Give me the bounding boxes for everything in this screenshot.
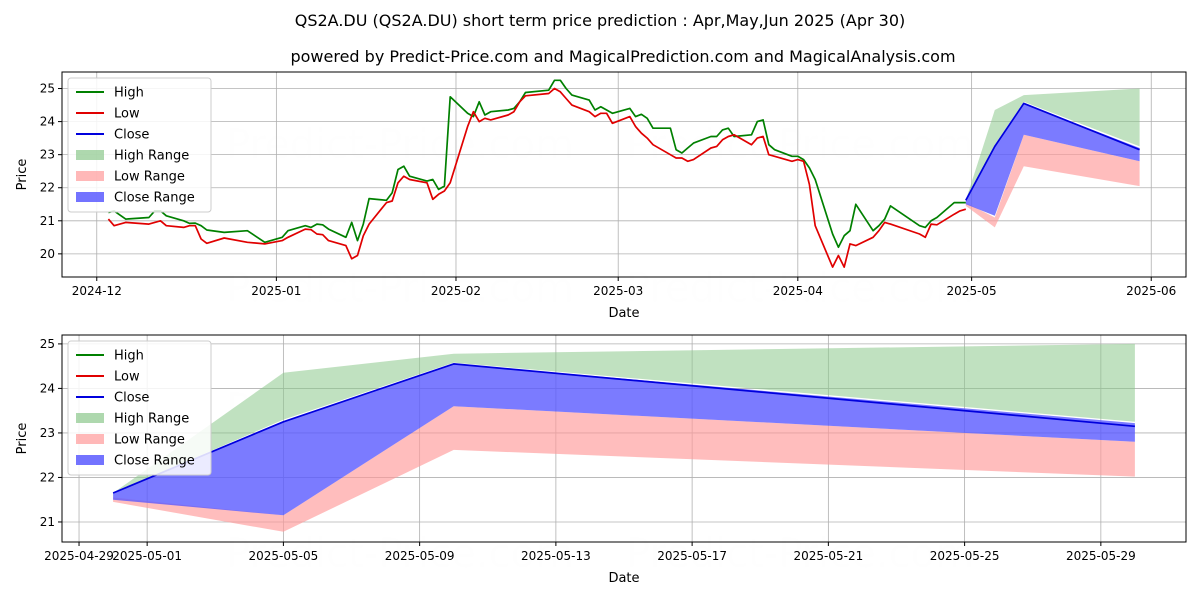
low-range-area	[965, 134, 1140, 228]
x-tick-label: 2025-05-13	[521, 549, 591, 563]
x-tick-label: 2025-05-17	[657, 549, 727, 563]
y-axis-label: Price	[15, 159, 30, 191]
x-tick-label: 2025-05-25	[930, 549, 1000, 563]
y-tick-label: 23	[40, 426, 55, 440]
y-tick-label: 22	[40, 181, 55, 195]
y-tick-label: 21	[40, 515, 55, 529]
low-range-area	[113, 406, 1135, 532]
x-axis-label: Date	[608, 571, 639, 586]
y-tick-label: 22	[40, 470, 55, 484]
high-range-area	[113, 343, 1135, 493]
legend-label-high: High	[114, 86, 144, 101]
x-tick-label: 2025-02	[431, 284, 481, 298]
y-tick-label: 21	[40, 214, 55, 228]
y-axis-label: Price	[15, 423, 30, 455]
x-tick-label: 2025-04	[773, 284, 823, 298]
watermark-text: Predict-Price.com	[226, 122, 574, 168]
legend-label-high-range: High Range	[114, 412, 189, 427]
close-series-line	[965, 102, 1140, 201]
chart-title: QS2A.DU (QS2A.DU) short term price predi…	[295, 11, 906, 30]
legend-swatch-close-range	[76, 192, 104, 202]
plot-frame	[61, 334, 1187, 543]
y-tick-label: 24	[40, 381, 55, 395]
legend-label-low: Low	[114, 370, 140, 385]
legend-label-low-range: Low Range	[114, 433, 185, 448]
legend-label-high: High	[114, 349, 144, 364]
top-chart-panel: Predict-Price.com Predict-Price.comPredic…	[15, 71, 1187, 321]
high-series-line	[108, 79, 966, 249]
legend-swatch-low-range	[76, 171, 104, 181]
x-tick-label: 2025-01	[251, 284, 301, 298]
watermark-text: Predict-Price.com	[626, 122, 974, 168]
legend: High Low Close High Range Low Range Close Ran…	[67, 340, 212, 476]
legend-label-low: Low	[114, 107, 140, 122]
x-tick-label: 2024-12	[72, 284, 122, 298]
x-tick-label: 2025-04-29	[44, 549, 114, 563]
bottom-chart-panel: Predict-Price.comPredict-Price.comPredic…	[15, 334, 1187, 586]
x-tick-label: 2025-05-29	[1066, 549, 1136, 563]
chart-subtitle: powered by Predict-Price.com and Magical…	[290, 47, 955, 66]
close-range-area	[113, 363, 1135, 516]
y-tick-label: 25	[40, 82, 55, 96]
x-axis-label: Date	[608, 306, 639, 321]
high-range-area	[965, 88, 1140, 201]
legend-swatch-close-range	[76, 455, 104, 465]
legend-swatch-high-range	[76, 150, 104, 160]
y-tick-label: 20	[40, 247, 55, 261]
plot-frame	[61, 71, 1187, 278]
legend-swatch-high-range	[76, 413, 104, 423]
y-tick-label: 25	[40, 337, 55, 351]
x-tick-label: 2025-03	[593, 284, 643, 298]
x-tick-label: 2025-05-01	[112, 549, 182, 563]
y-tick-label: 24	[40, 115, 55, 129]
legend: High Low Close High Range Low Range Close Ran…	[67, 77, 212, 213]
legend-label-close: Close	[114, 391, 149, 406]
x-tick-label: 2025-05-09	[385, 549, 455, 563]
x-tick-label: 2025-06	[1126, 284, 1176, 298]
low-series-line	[107, 87, 967, 268]
x-tick-label: 2025-05-21	[793, 549, 863, 563]
x-tick-label: 2025-05-05	[249, 549, 319, 563]
x-tick-label: 2025-05	[947, 284, 997, 298]
legend-label-close: Close	[114, 128, 149, 143]
legend-label-close-range: Close Range	[114, 454, 195, 469]
legend-swatch-low-range	[76, 434, 104, 444]
y-tick-label: 23	[40, 148, 55, 162]
legend-label-low-range: Low Range	[114, 170, 185, 185]
legend-label-close-range: Close Range	[114, 191, 195, 206]
legend-label-high-range: High Range	[114, 149, 189, 164]
